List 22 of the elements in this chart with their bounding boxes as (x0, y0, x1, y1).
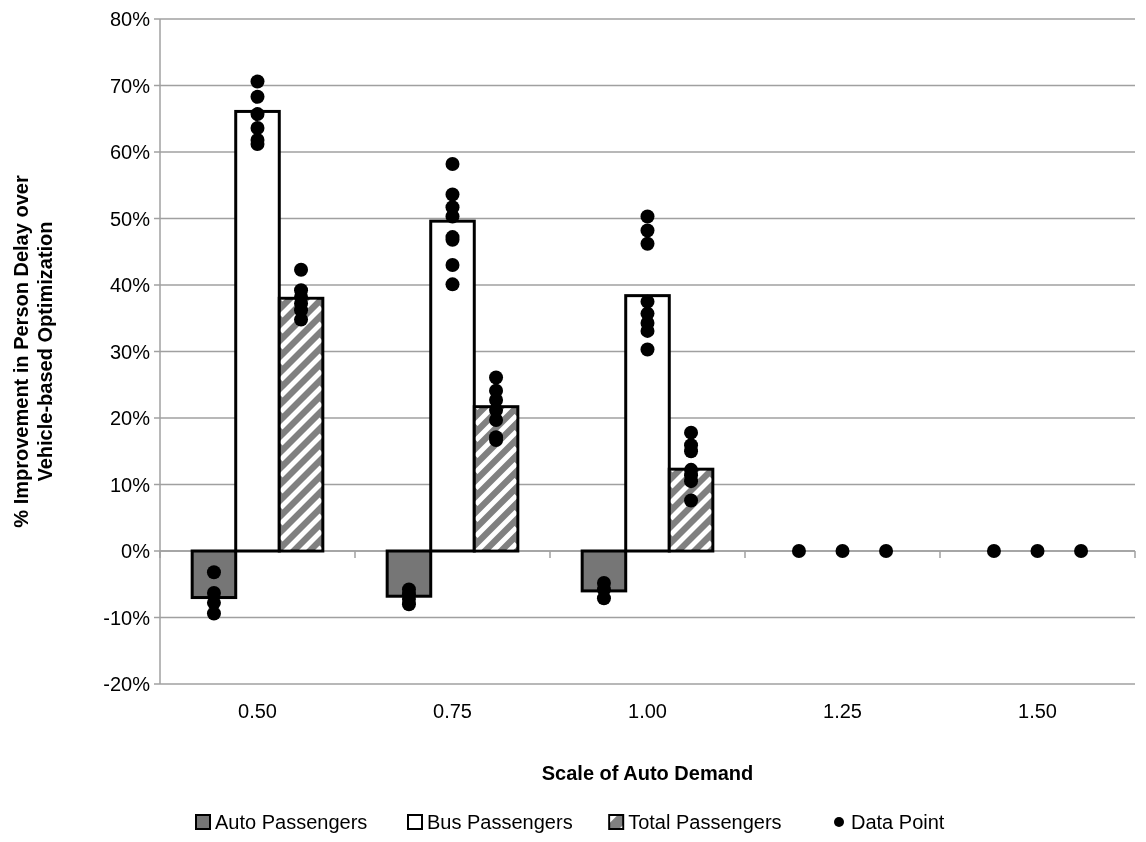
y-tick-label: 30% (109, 340, 151, 363)
x-tick-label: 0.75 (433, 700, 472, 722)
x-tick-label: 0.50 (238, 700, 277, 722)
y-tick-label: 40% (109, 274, 151, 296)
x-tick-label: 1.25 (823, 700, 862, 722)
y-tick-label: 50% (109, 207, 151, 230)
x-tick-label: 1.50 (1018, 700, 1057, 722)
y-tick-label: 80% (109, 8, 151, 30)
y-tick-label: 20% (109, 407, 151, 429)
y-tick-label: 0% (121, 540, 151, 562)
y-axis-title: % Improvement in Person Delay over Vehicle-based Optimization (10, 175, 56, 528)
legend-label: Bus Passengers (427, 811, 573, 833)
x-axis-title: Scale of Auto Demand (541, 762, 754, 784)
y-tick-label: -10% (103, 606, 151, 629)
legend-label: Total Passengers (628, 811, 782, 833)
y-tick-label: 70% (109, 74, 151, 97)
legend-label: Auto Passengers (215, 811, 368, 833)
y-tick-label: 60% (109, 141, 151, 163)
y-tick-label: -20% (103, 673, 151, 695)
y-tick-label: 10% (109, 473, 151, 496)
x-tick-label: 1.00 (628, 700, 667, 722)
legend-label: Data Point (851, 811, 945, 833)
